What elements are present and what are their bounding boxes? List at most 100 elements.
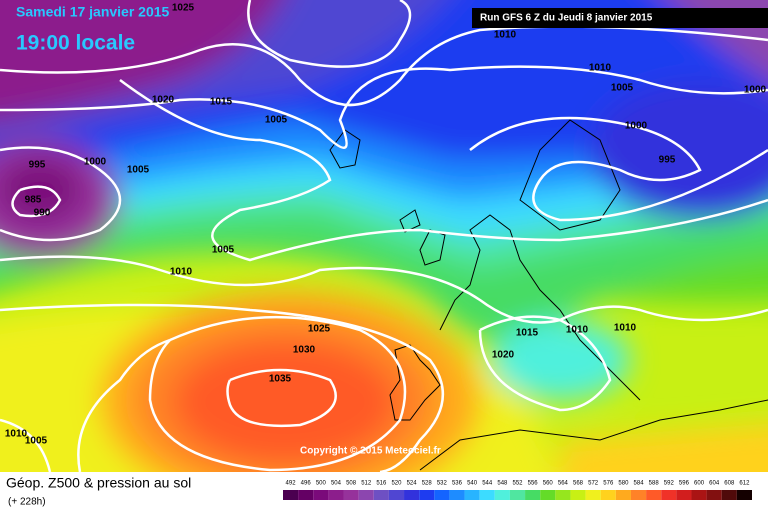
isobar-label: 1030 xyxy=(293,345,316,356)
scale-label: 524 xyxy=(407,481,418,487)
scale-label: 552 xyxy=(512,481,523,487)
isobar-label: 1010 xyxy=(614,323,637,334)
scale-swatch xyxy=(358,490,374,500)
scale-label: 572 xyxy=(588,481,599,487)
scale-label: 528 xyxy=(422,481,433,487)
scale-swatch xyxy=(388,490,405,500)
isobar-label: 985 xyxy=(25,195,42,206)
scale-swatch xyxy=(615,490,631,500)
time: 19:00 locale xyxy=(16,32,135,55)
scale-swatch xyxy=(404,490,420,500)
scale-label: 496 xyxy=(301,481,312,487)
scale-swatch xyxy=(585,490,601,500)
scale-swatch xyxy=(600,490,616,500)
isobar-label: 1010 xyxy=(170,267,193,278)
isobar-label: 1000 xyxy=(84,157,107,168)
scale-swatch xyxy=(434,490,450,500)
scale-swatch xyxy=(646,490,662,500)
scale-swatch xyxy=(555,490,571,500)
scale-label: 584 xyxy=(634,481,645,487)
scale-swatch xyxy=(525,490,541,500)
scale-label: 544 xyxy=(482,481,493,487)
scale-label: 588 xyxy=(649,481,660,487)
scale-label: 520 xyxy=(391,481,402,487)
scale-swatch xyxy=(721,490,737,500)
isobar-label: 990 xyxy=(34,208,51,219)
isobar-label: 1005 xyxy=(127,165,150,176)
scale-swatch xyxy=(736,490,752,500)
scale-swatch xyxy=(373,490,389,500)
isobar-label: 1000 xyxy=(625,121,648,132)
isobar-label: 1035 xyxy=(269,374,292,385)
run-info: Run GFS 6 Z du Jeudi 8 janvier 2015 xyxy=(480,13,653,24)
legend-title: Géop. Z500 & pression au sol xyxy=(6,475,191,491)
lead-time: (+ 228h) xyxy=(8,497,46,508)
isobar-label: 1025 xyxy=(308,324,331,335)
scale-label: 600 xyxy=(694,481,705,487)
scale-label: 568 xyxy=(573,481,584,487)
scale-label: 564 xyxy=(558,481,569,487)
scale-label: 560 xyxy=(543,481,554,487)
isobar-label: 1025 xyxy=(172,3,195,14)
scale-swatch xyxy=(479,490,495,500)
scale-label: 608 xyxy=(724,481,735,487)
coastlines xyxy=(329,119,768,471)
scale-swatch xyxy=(343,490,359,500)
isobar-label: 1000 xyxy=(744,85,767,96)
isobar-label: 995 xyxy=(29,160,46,171)
run-box xyxy=(472,8,768,28)
scale-swatch xyxy=(540,490,556,500)
legend-scale: 492 496 500 504 508 512 516 520 524 528 532 536 540 5… xyxy=(283,481,752,500)
scale-swatch xyxy=(283,490,299,500)
scale-swatch xyxy=(313,490,329,500)
date: Samedi 17 janvier 2015 xyxy=(16,4,170,20)
scale-label: 512 xyxy=(361,481,372,487)
isobar-label: 1005 xyxy=(25,436,48,447)
scale-label: 500 xyxy=(316,481,327,487)
scale-label: 604 xyxy=(709,481,720,487)
scale-swatch xyxy=(630,490,647,500)
scale-label: 592 xyxy=(664,481,675,487)
isobar-label: 1010 xyxy=(5,429,28,440)
scale-label: 556 xyxy=(528,481,539,487)
scale-label: 540 xyxy=(467,481,478,487)
scale-swatch xyxy=(676,490,692,500)
scale-swatch xyxy=(509,490,526,500)
scale-label: 580 xyxy=(618,481,629,487)
scale-swatch xyxy=(706,490,722,500)
isobar-label: 1005 xyxy=(265,115,288,126)
scale-label: 504 xyxy=(331,481,342,487)
scale-label: 492 xyxy=(286,481,297,487)
scale-swatch xyxy=(570,490,586,500)
scale-swatch xyxy=(691,490,707,500)
scale-label: 532 xyxy=(437,481,448,487)
scale-label: 596 xyxy=(679,481,690,487)
isobar-label: 1010 xyxy=(589,63,612,74)
isobar-label: 1010 xyxy=(494,30,517,41)
scale-label: 576 xyxy=(603,481,614,487)
isobar-label: 1005 xyxy=(212,245,235,256)
isobar-label: 1015 xyxy=(516,328,539,339)
scale-swatch xyxy=(661,490,677,500)
scale-label: 536 xyxy=(452,481,463,487)
scale-swatch xyxy=(419,490,435,500)
isobar-label: 1020 xyxy=(152,95,175,106)
copyright: Copyright © 2015 Meteociel.fr xyxy=(300,446,441,457)
scale-swatch xyxy=(494,490,510,500)
scale-swatch xyxy=(298,490,314,500)
scale-label: 548 xyxy=(497,481,508,487)
scale-swatch xyxy=(464,490,480,500)
scale-label: 612 xyxy=(739,481,750,487)
scale-label: 516 xyxy=(376,481,387,487)
isobar-label: 995 xyxy=(659,155,676,166)
isobar-label: 1015 xyxy=(210,97,233,108)
isobar-label: 1010 xyxy=(566,325,589,336)
isobar-label: 1020 xyxy=(492,350,515,361)
scale-label: 508 xyxy=(346,481,357,487)
scale-swatch xyxy=(328,490,344,500)
scale-swatch xyxy=(449,490,465,500)
isobar-label: 1005 xyxy=(611,83,634,94)
